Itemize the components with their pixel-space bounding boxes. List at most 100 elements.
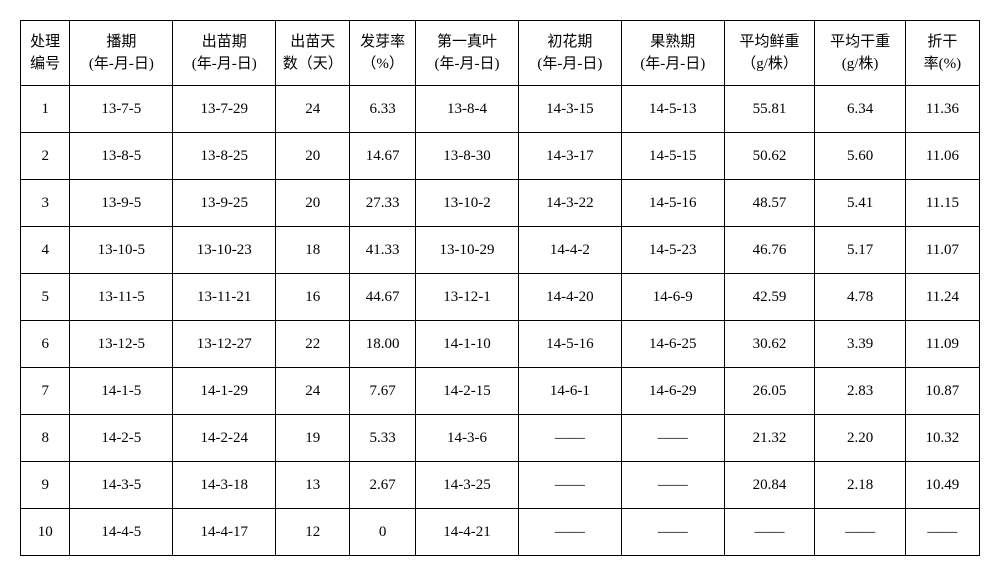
table-cell: 13-9-25 xyxy=(173,180,276,227)
table-row: 113-7-513-7-29246.3313-8-414-3-1514-5-13… xyxy=(21,86,980,133)
table-cell: 14-5-23 xyxy=(621,227,724,274)
col-flower: 初花期 (年-月-日) xyxy=(518,21,621,86)
table-cell: 18 xyxy=(276,227,350,274)
table-cell: 27.33 xyxy=(350,180,416,227)
col-days-line1: 出苗天 xyxy=(290,34,335,50)
table-cell: 14-2-5 xyxy=(70,415,173,462)
table-row: 613-12-513-12-272218.0014-1-1014-5-1614-… xyxy=(21,321,980,368)
col-germ: 发芽率 （%） xyxy=(350,21,416,86)
table-row: 1014-4-514-4-1712014-4-21—————————— xyxy=(21,509,980,556)
table-cell: —— xyxy=(621,462,724,509)
table-cell: 20 xyxy=(276,180,350,227)
table-cell: 18.00 xyxy=(350,321,416,368)
col-fruit-line2: (年-月-日) xyxy=(640,56,705,72)
table-row: 313-9-513-9-252027.3313-10-214-3-2214-5-… xyxy=(21,180,980,227)
table-cell: 14-4-17 xyxy=(173,509,276,556)
table-cell: 3 xyxy=(21,180,70,227)
table-cell: —— xyxy=(815,509,906,556)
col-id-line1: 处理 xyxy=(30,34,60,50)
col-firstleaf-line1: 第一真叶 xyxy=(437,34,497,50)
table-cell: 11.24 xyxy=(905,274,979,321)
col-germ-line2: （%） xyxy=(361,56,404,72)
col-flower-line2: (年-月-日) xyxy=(537,56,602,72)
data-table: 处理 编号 播期 (年-月-日) 出苗期 (年-月-日) 出苗天 数（天） 发芽… xyxy=(20,20,980,556)
col-days: 出苗天 数（天） xyxy=(276,21,350,86)
table-cell: 55.81 xyxy=(724,86,815,133)
table-cell: 10.87 xyxy=(905,368,979,415)
table-cell: 11.06 xyxy=(905,133,979,180)
table-cell: 14-1-29 xyxy=(173,368,276,415)
table-cell: 42.59 xyxy=(724,274,815,321)
table-cell: 13-8-30 xyxy=(416,133,519,180)
table-cell: 9 xyxy=(21,462,70,509)
table-body: 113-7-513-7-29246.3313-8-414-3-1514-5-13… xyxy=(21,86,980,556)
table-cell: 6 xyxy=(21,321,70,368)
col-ratio: 折干 率(%) xyxy=(905,21,979,86)
table-cell: 44.67 xyxy=(350,274,416,321)
table-cell: 4.78 xyxy=(815,274,906,321)
table-cell: 10 xyxy=(21,509,70,556)
table-row: 714-1-514-1-29247.6714-2-1514-6-114-6-29… xyxy=(21,368,980,415)
table-cell: 6.33 xyxy=(350,86,416,133)
col-ratio-line1: 折干 xyxy=(927,34,957,50)
table-cell: 14-6-29 xyxy=(621,368,724,415)
table-cell: 14-6-25 xyxy=(621,321,724,368)
table-cell: 13-12-27 xyxy=(173,321,276,368)
table-cell: 14-3-22 xyxy=(518,180,621,227)
table-cell: 14-6-1 xyxy=(518,368,621,415)
table-cell: 4 xyxy=(21,227,70,274)
table-cell: 16 xyxy=(276,274,350,321)
table-cell: 13-11-21 xyxy=(173,274,276,321)
table-cell: —— xyxy=(518,462,621,509)
table-cell: 14-5-13 xyxy=(621,86,724,133)
table-cell: 41.33 xyxy=(350,227,416,274)
table-cell: 10.32 xyxy=(905,415,979,462)
table-cell: 13-8-4 xyxy=(416,86,519,133)
col-id: 处理 编号 xyxy=(21,21,70,86)
table-cell: 5.17 xyxy=(815,227,906,274)
table-cell: 14-2-15 xyxy=(416,368,519,415)
table-cell: 12 xyxy=(276,509,350,556)
table-cell: 21.32 xyxy=(724,415,815,462)
table-cell: 20 xyxy=(276,133,350,180)
table-cell: 13-10-2 xyxy=(416,180,519,227)
table-cell: 0 xyxy=(350,509,416,556)
table-cell: 14-6-9 xyxy=(621,274,724,321)
col-sow-line1: 播期 xyxy=(106,34,136,50)
table-cell: 14-5-16 xyxy=(621,180,724,227)
table-row: 914-3-514-3-18132.6714-3-25————20.842.18… xyxy=(21,462,980,509)
table-cell: 46.76 xyxy=(724,227,815,274)
table-cell: 14-3-18 xyxy=(173,462,276,509)
table-cell: 13-7-29 xyxy=(173,86,276,133)
table-cell: 13-7-5 xyxy=(70,86,173,133)
table-cell: 14-4-21 xyxy=(416,509,519,556)
header-row: 处理 编号 播期 (年-月-日) 出苗期 (年-月-日) 出苗天 数（天） 发芽… xyxy=(21,21,980,86)
table-cell: 13 xyxy=(276,462,350,509)
table-cell: 26.05 xyxy=(724,368,815,415)
table-cell: 8 xyxy=(21,415,70,462)
col-fresh-line1: 平均鲜重 xyxy=(740,34,800,50)
col-firstleaf: 第一真叶 (年-月-日) xyxy=(416,21,519,86)
table-cell: 1 xyxy=(21,86,70,133)
table-cell: 10.49 xyxy=(905,462,979,509)
col-firstleaf-line2: (年-月-日) xyxy=(435,56,500,72)
table-cell: —— xyxy=(621,415,724,462)
table-cell: 7 xyxy=(21,368,70,415)
col-days-line2: 数（天） xyxy=(283,56,343,72)
table-cell: 14-3-15 xyxy=(518,86,621,133)
table-cell: 14-3-25 xyxy=(416,462,519,509)
table-cell: 11.15 xyxy=(905,180,979,227)
table-cell: 7.67 xyxy=(350,368,416,415)
table-cell: 13-9-5 xyxy=(70,180,173,227)
table-row: 213-8-513-8-252014.6713-8-3014-3-1714-5-… xyxy=(21,133,980,180)
table-cell: 14-4-20 xyxy=(518,274,621,321)
table-cell: 13-8-5 xyxy=(70,133,173,180)
table-header: 处理 编号 播期 (年-月-日) 出苗期 (年-月-日) 出苗天 数（天） 发芽… xyxy=(21,21,980,86)
table-cell: 13-10-29 xyxy=(416,227,519,274)
table-cell: 48.57 xyxy=(724,180,815,227)
col-fruit-line1: 果熟期 xyxy=(650,34,695,50)
table-cell: 50.62 xyxy=(724,133,815,180)
table-cell: 20.84 xyxy=(724,462,815,509)
table-cell: 19 xyxy=(276,415,350,462)
table-cell: —— xyxy=(518,509,621,556)
